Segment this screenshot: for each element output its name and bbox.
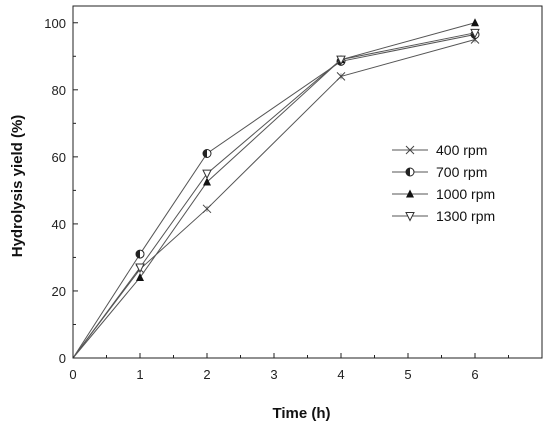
y-tick-label: 0	[59, 351, 66, 366]
x-tick-label: 6	[471, 367, 478, 382]
x-tick-label: 0	[69, 367, 76, 382]
y-tick-label: 60	[52, 150, 66, 165]
legend-item: 400 rpm	[392, 142, 487, 158]
series-line	[72, 34, 476, 359]
x-tick-label: 1	[136, 367, 143, 382]
series-line	[72, 32, 476, 359]
legend-item: 1000 rpm	[392, 186, 495, 202]
x-tick-label: 4	[337, 367, 344, 382]
point-marker	[405, 167, 415, 177]
legend-label: 400 rpm	[436, 142, 487, 158]
y-axis-title: Hydrolysis yield (%)	[9, 115, 26, 258]
point-marker	[406, 189, 414, 198]
point-marker	[136, 273, 144, 282]
legend-label: 700 rpm	[436, 164, 487, 180]
point-marker	[202, 204, 212, 214]
point-marker	[405, 212, 415, 222]
series-1000-rpm	[72, 18, 479, 359]
y-tick-label: 40	[52, 217, 66, 232]
point-marker	[202, 149, 212, 159]
y-tick-label: 80	[52, 83, 66, 98]
x-axis-title: Time (h)	[272, 405, 330, 422]
y-tick-label: 100	[44, 16, 66, 31]
series-line	[72, 39, 476, 359]
point-marker	[135, 263, 145, 274]
x-tick-label: 3	[270, 367, 277, 382]
legend-item: 700 rpm	[392, 164, 487, 180]
series-line	[72, 22, 476, 359]
series-400-rpm	[72, 35, 480, 359]
point-marker	[336, 72, 346, 81]
x-tick-label: 2	[203, 367, 210, 382]
point-marker	[135, 249, 145, 259]
plot-area	[72, 18, 480, 359]
point-marker	[405, 145, 415, 155]
legend-label: 1300 rpm	[436, 208, 495, 224]
legend: 400 rpm 700 rpm 1000 rpm 1300 rpm	[392, 142, 495, 224]
series-1300-rpm	[72, 28, 480, 359]
legend-item: 1300 rpm	[392, 208, 495, 224]
point-marker	[203, 177, 211, 186]
point-marker	[470, 28, 480, 39]
plot-frame	[72, 5, 543, 359]
point-marker	[336, 55, 346, 66]
y-tick-label: 20	[52, 284, 66, 299]
legend-label: 1000 rpm	[436, 186, 495, 202]
x-tick-label: 5	[404, 367, 411, 382]
point-marker	[471, 18, 479, 27]
point-marker	[202, 169, 212, 180]
